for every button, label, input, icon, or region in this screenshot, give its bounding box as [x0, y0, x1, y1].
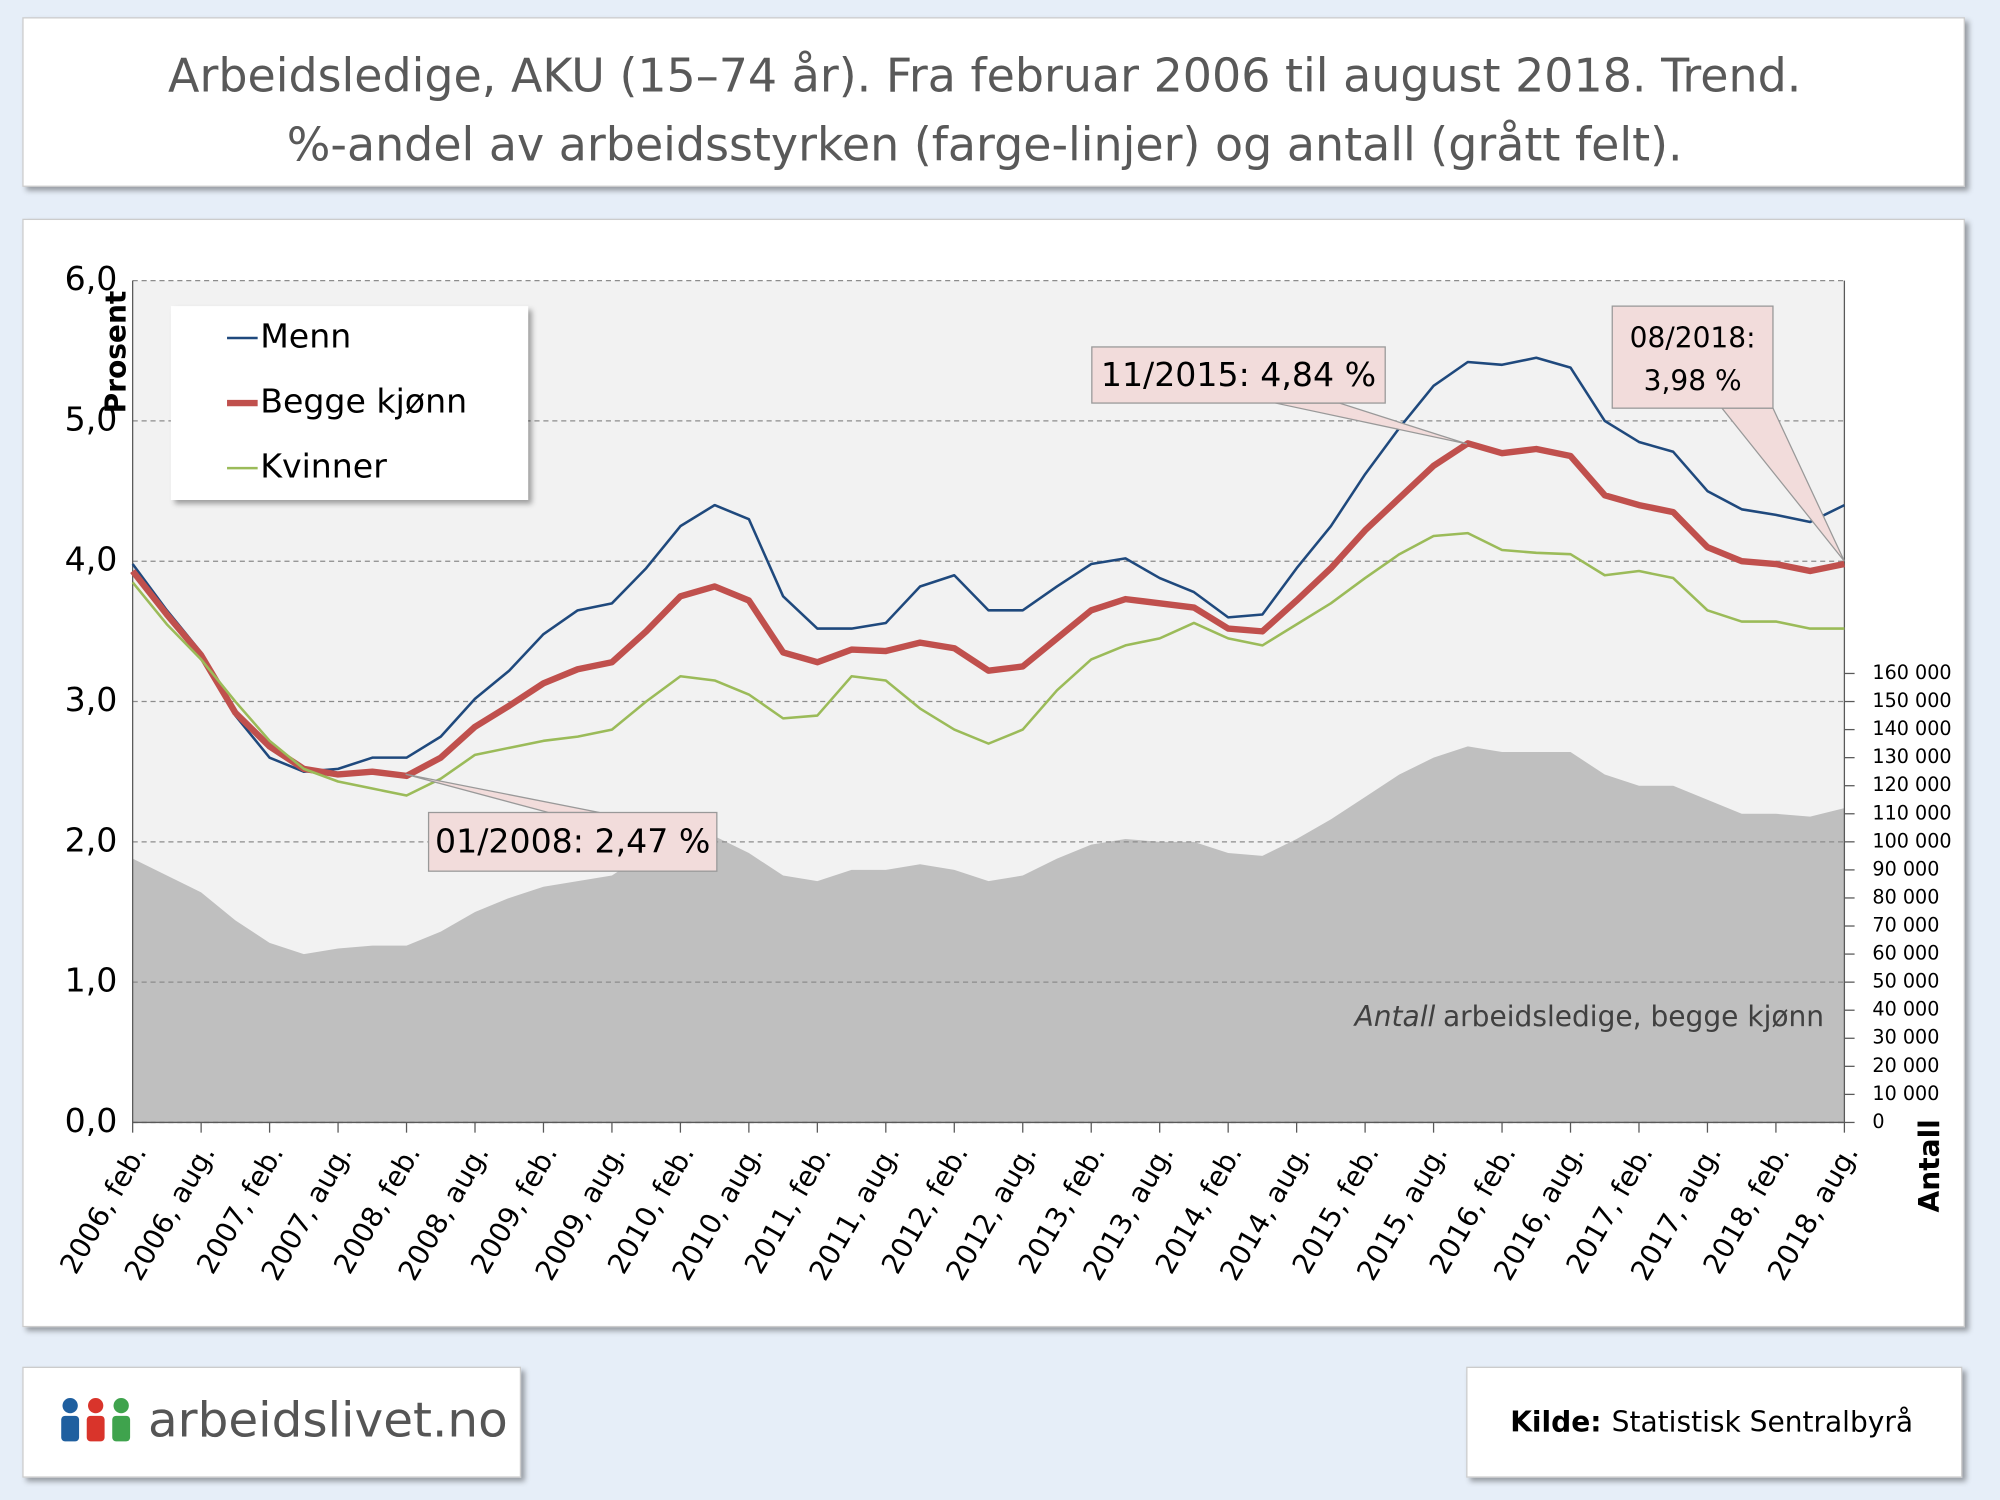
callout-text: 11/2015: 4,84 %: [1101, 355, 1376, 394]
y-tick-label: 3,0: [65, 680, 118, 719]
y-tick-label: 2,0: [65, 820, 118, 859]
source: Kilde: Statistisk Sentralbyrå: [1510, 1405, 1913, 1438]
legend-label: Kvinner: [260, 447, 387, 486]
line: [130, 440, 1846, 780]
area: [132, 746, 1845, 1123]
title-box: [22, 17, 1965, 187]
y2-tick-label: 120 000: [1872, 773, 1951, 796]
y-tick-label: 5,0: [65, 399, 118, 438]
callout-text: 3,98 %: [1644, 365, 1742, 398]
y2-tick-label: 40 000: [1872, 998, 1939, 1021]
y2-tick-label: 150 000: [1872, 689, 1951, 712]
logo-box: [22, 1366, 522, 1478]
logo-text: arbeidslivet.no: [148, 1392, 508, 1448]
y-tick-label: 0,0: [65, 1101, 118, 1140]
y2-tick-label: 0: [1872, 1110, 1884, 1133]
y2-tick-label: 80 000: [1872, 885, 1939, 908]
chart-title: %-andel av arbeidsstyrken (farge-linjer)…: [287, 117, 1683, 171]
callout-text: 08/2018:: [1630, 321, 1756, 354]
legend-label: Begge kjønn: [260, 382, 467, 421]
callout-box: [1611, 305, 1774, 409]
y2-tick-label: 100 000: [1872, 829, 1951, 852]
y-tick-label: 6,0: [65, 259, 118, 298]
line: [131, 356, 1845, 773]
source-label: Kilde:: [1510, 1405, 1601, 1438]
callout-box: [1091, 346, 1386, 404]
area-label-em: Antall: [1353, 1000, 1436, 1033]
callout-text: 01/2008: 2,47 %: [435, 822, 710, 861]
y2-tick-label: 10 000: [1872, 1082, 1939, 1105]
y2-tick-label: 160 000: [1872, 661, 1951, 684]
logo-icon: [61, 1397, 131, 1442]
y2-tick-label: 130 000: [1872, 745, 1951, 768]
area-label-rest: arbeidsledige, begge kjønn: [1443, 1000, 1824, 1033]
y2-tick-label: 50 000: [1872, 970, 1939, 993]
y2-tick-label: 20 000: [1872, 1054, 1939, 1077]
y2-tick-label: 90 000: [1872, 857, 1939, 880]
y2-tick-label: 140 000: [1872, 717, 1951, 740]
line: [131, 531, 1845, 797]
y2-axis-label: Antall: [1913, 1119, 1946, 1212]
y-tick-label: 4,0: [65, 540, 118, 579]
legend-label: Menn: [260, 317, 351, 356]
source-text: Statistisk Sentralbyrå: [1612, 1405, 1913, 1438]
area-label: Antall arbeidsledige, begge kjønn: [1353, 1000, 1824, 1033]
source-box: [1466, 1366, 1963, 1478]
chart-title: Arbeidsledige, AKU (15–74 år). Fra febru…: [168, 49, 1801, 103]
y2-tick-label: 30 000: [1872, 1026, 1939, 1049]
y-axis-label: Prosent: [99, 291, 132, 414]
callout-box: [427, 811, 718, 872]
y2-tick-label: 60 000: [1872, 942, 1939, 965]
y2-tick-label: 110 000: [1872, 801, 1951, 824]
y-tick-label: 1,0: [65, 961, 118, 1000]
y2-tick-label: 70 000: [1872, 914, 1939, 937]
